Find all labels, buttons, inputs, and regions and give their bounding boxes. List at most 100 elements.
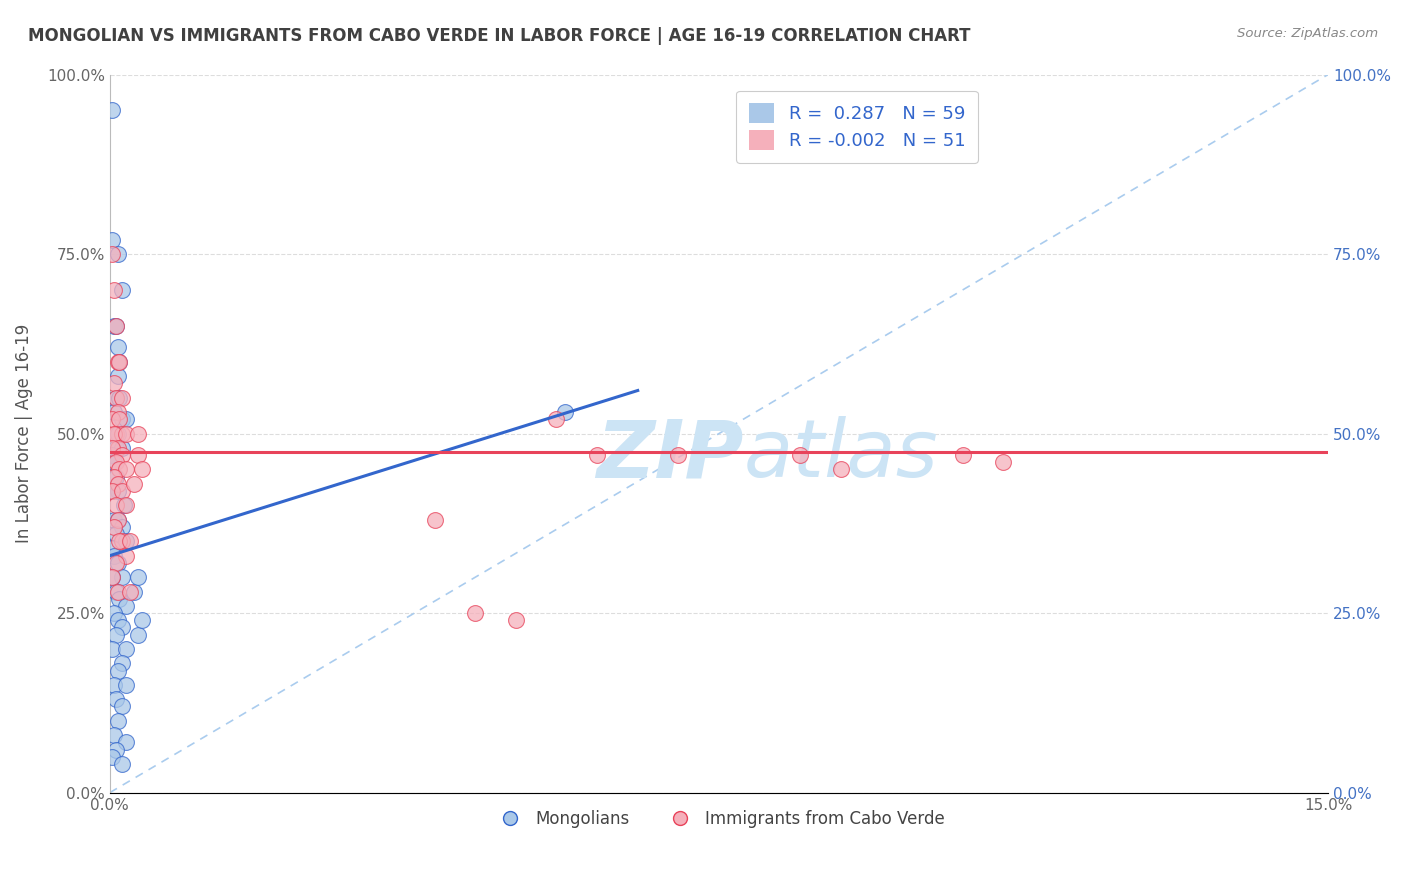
Point (120, 584, 142, 599)
Point (103, 376, 125, 391)
Point (107, 405, 129, 419)
Point (122, 584, 145, 599)
Point (107, 426, 129, 441)
Point (789, 448, 811, 462)
Point (111, 483, 134, 498)
Point (111, 756, 134, 771)
Point (107, 483, 129, 498)
Point (115, 412, 138, 426)
Point (546, 412, 568, 426)
Y-axis label: In Labor Force | Age 16-19: In Labor Force | Age 16-19 (15, 324, 32, 543)
Point (107, 355, 129, 369)
Point (101, 448, 124, 462)
Point (105, 426, 128, 441)
Point (108, 591, 131, 606)
Point (111, 412, 134, 426)
Point (111, 620, 134, 634)
Point (105, 318, 128, 333)
Point (101, 441, 124, 455)
Point (108, 534, 131, 549)
Point (115, 642, 138, 657)
Point (115, 426, 138, 441)
Point (586, 448, 609, 462)
Point (107, 513, 129, 527)
Point (120, 534, 142, 549)
Point (105, 318, 128, 333)
Point (111, 520, 134, 534)
Point (105, 692, 128, 706)
Point (131, 613, 153, 627)
Point (112, 499, 135, 513)
Point (101, 570, 124, 584)
Point (107, 247, 129, 261)
Point (993, 455, 1015, 469)
Point (105, 499, 128, 513)
Point (127, 570, 149, 584)
Text: MONGOLIAN VS IMMIGRANTS FROM CABO VERDE IN LABOR FORCE | AGE 16-19 CORRELATION C: MONGOLIAN VS IMMIGRANTS FROM CABO VERDE … (28, 27, 970, 45)
Point (101, 247, 124, 261)
Point (101, 483, 124, 498)
Point (107, 664, 129, 678)
Point (115, 599, 138, 613)
Point (111, 391, 134, 405)
Point (122, 476, 145, 491)
Text: Source: ZipAtlas.com: Source: ZipAtlas.com (1237, 27, 1378, 40)
Point (107, 513, 129, 527)
Point (111, 426, 134, 441)
Point (105, 391, 128, 405)
Point (111, 534, 134, 549)
Text: atlas: atlas (744, 417, 938, 494)
Point (107, 613, 129, 627)
Point (105, 441, 128, 455)
Point (666, 448, 689, 462)
Point (127, 426, 149, 441)
Point (103, 455, 125, 469)
Point (103, 283, 125, 297)
Point (108, 355, 131, 369)
Point (103, 728, 125, 742)
Text: ZIP: ZIP (596, 417, 744, 494)
Point (103, 606, 125, 620)
Point (115, 735, 138, 749)
Point (127, 628, 149, 642)
Point (115, 549, 138, 563)
Point (554, 405, 576, 419)
Point (108, 412, 131, 426)
Point (101, 483, 124, 498)
Point (131, 462, 153, 476)
Point (105, 628, 128, 642)
Point (108, 462, 131, 476)
Point (107, 556, 129, 570)
Point (108, 355, 131, 369)
Point (127, 448, 149, 462)
Point (115, 462, 138, 476)
Point (107, 476, 129, 491)
Point (103, 513, 125, 527)
Point (952, 448, 974, 462)
Point (111, 657, 134, 671)
Point (103, 426, 125, 441)
Point (101, 541, 124, 556)
Point (105, 556, 128, 570)
Point (101, 570, 124, 584)
Legend: Mongolians, Immigrants from Cabo Verde: Mongolians, Immigrants from Cabo Verde (486, 804, 950, 835)
Point (111, 699, 134, 714)
Point (101, 749, 124, 764)
Point (105, 742, 128, 756)
Point (101, 642, 124, 657)
Point (103, 678, 125, 692)
Point (103, 405, 125, 419)
Point (107, 584, 129, 599)
Point (111, 570, 134, 584)
Point (107, 369, 129, 384)
Point (103, 549, 125, 563)
Point (103, 520, 125, 534)
Point (103, 318, 125, 333)
Point (107, 714, 129, 728)
Point (101, 412, 124, 426)
Point (111, 448, 134, 462)
Point (105, 469, 128, 483)
Point (101, 233, 124, 247)
Point (115, 534, 138, 549)
Point (105, 584, 128, 599)
